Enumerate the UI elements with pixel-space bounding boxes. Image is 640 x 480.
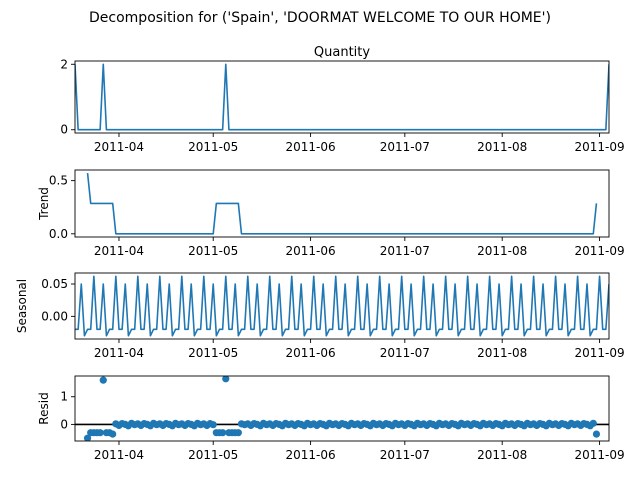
x-tick-label: 2011-07 (380, 346, 430, 360)
panel-seasonal: 0.05 0.00 2011-04 2011-05 2011-06 2011-07 2011… (15, 272, 625, 360)
series-line (86, 172, 598, 235)
x-tick-label: 2011-08 (477, 448, 527, 462)
y-tick-label: 0.00 (41, 309, 68, 323)
panel-quantity: 0 2 2011-04 2011-05 2011-06 2011-07 2011-08 201… (60, 45, 624, 154)
y-tick-label: 1 (60, 390, 68, 404)
resid-point (109, 430, 117, 438)
series-marks (83, 376, 601, 441)
axes-frame (74, 60, 610, 134)
y-tick-label: 0.05 (41, 277, 68, 291)
x-tick-label: 2011-05 (188, 346, 238, 360)
y-axis-label: Trend (37, 187, 51, 221)
resid-point (592, 430, 601, 438)
y-axis-label: Seasonal (15, 279, 29, 333)
panel-title: Quantity (314, 45, 370, 60)
x-tick-label: 2011-08 (477, 346, 527, 360)
y-tick-label: 0 (60, 123, 68, 137)
x-tick-label: 2011-09 (575, 346, 625, 360)
resid-point (96, 429, 104, 437)
x-tick-label: 2011-05 (188, 140, 238, 154)
axes-frame (74, 169, 610, 238)
x-tick-label: 2011-07 (380, 140, 430, 154)
x-tick-label: 2011-06 (286, 244, 336, 258)
resid-point (83, 434, 92, 441)
figure-title: Decomposition for ('Spain', 'DOORMAT WEL… (89, 10, 551, 26)
series-line (75, 275, 609, 337)
x-tick-label: 2011-09 (575, 140, 625, 154)
y-tick-label: 0.5 (49, 174, 68, 188)
axes-frame (74, 272, 610, 340)
x-tick-label: 2011-07 (380, 244, 430, 258)
resid-point (222, 376, 230, 383)
x-tick-label: 2011-05 (188, 244, 238, 258)
x-tick-label: 2011-06 (286, 346, 336, 360)
series-line (75, 63, 609, 131)
resid-point (219, 429, 227, 437)
x-tick-label: 2011-06 (286, 140, 336, 154)
x-tick-label: 2011-09 (575, 448, 625, 462)
x-tick-label: 2011-09 (575, 244, 625, 258)
x-tick-label: 2011-08 (477, 244, 527, 258)
resid-point (589, 419, 597, 427)
y-tick-label: 0 (60, 417, 68, 431)
resid-point (99, 376, 107, 384)
resid-point (206, 419, 214, 428)
x-tick-label: 2011-08 (477, 140, 527, 154)
x-tick-label: 2011-05 (188, 448, 238, 462)
series-marks (75, 63, 609, 131)
x-tick-label: 2011-07 (380, 448, 430, 462)
panel-trend: 0.0 0.5 2011-04 2011-05 2011-06 2011-07 2011-0… (37, 169, 625, 258)
series-marks (75, 275, 609, 337)
panels-group: 0 2 2011-04 2011-05 2011-06 2011-07 2011-08 201… (15, 45, 625, 462)
x-tick-label: 2011-04 (94, 244, 144, 258)
resid-point (234, 429, 242, 437)
x-tick-label: 2011-04 (94, 346, 144, 360)
x-tick-label: 2011-04 (94, 140, 144, 154)
series-marks (86, 172, 598, 235)
x-tick-label: 2011-06 (286, 448, 336, 462)
axes-frame (74, 375, 610, 442)
y-tick-label: 0.0 (49, 227, 68, 241)
y-axis-label: Resid (37, 392, 51, 424)
x-tick-label: 2011-04 (94, 448, 144, 462)
panel-resid: 0 1 2011-04 2011-05 2011-06 2011-07 2011-08 201… (37, 375, 625, 462)
y-tick-label: 2 (60, 57, 68, 71)
